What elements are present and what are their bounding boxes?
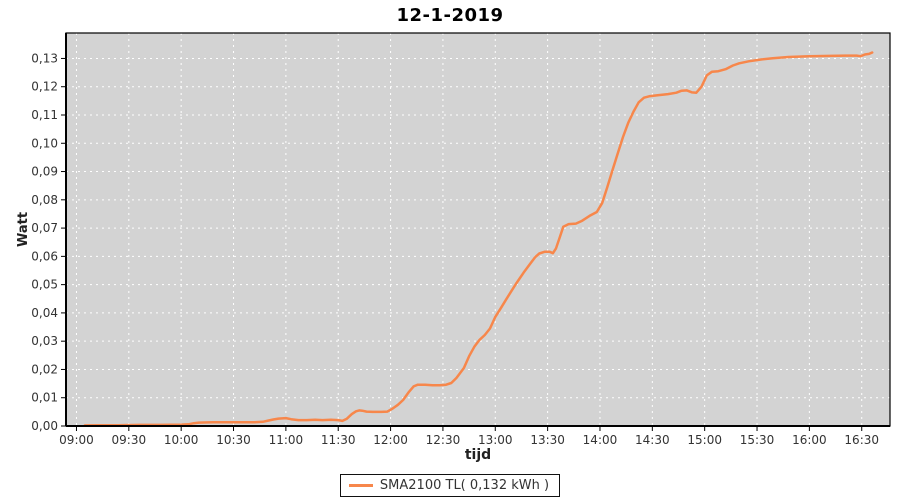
legend-box: SMA2100 TL( 0,132 kWh ) — [339, 474, 561, 497]
y-tick-label: 0,13 — [31, 51, 58, 65]
x-tick-label: 16:30 — [844, 433, 879, 447]
chart-title: 12-1-2019 — [396, 5, 504, 26]
y-axis-title-wrap: Watt — [6, 33, 41, 426]
y-tick-label: 0,10 — [31, 136, 58, 150]
x-tick-label: 13:30 — [530, 433, 565, 447]
x-tick-label: 14:00 — [583, 433, 618, 447]
x-tick-label: 13:00 — [478, 433, 513, 447]
y-tick-label: 0,06 — [31, 249, 58, 263]
y-tick-label: 0,02 — [31, 362, 58, 376]
y-tick-label: 0,11 — [31, 108, 58, 122]
x-tick-label: 16:00 — [792, 433, 827, 447]
x-tick-label: 09:30 — [112, 433, 147, 447]
y-tick-label: 0,04 — [31, 306, 58, 320]
legend-entry-label: SMA2100 TL( 0,132 kWh ) — [379, 478, 550, 493]
y-axis-title: Watt — [16, 211, 32, 248]
x-axis-title: tijd — [464, 447, 492, 463]
x-tick-label: 12:30 — [426, 433, 461, 447]
legend-row: SMA2100 TL( 0,132 kWh ) — [0, 474, 900, 497]
x-tick-label: 15:30 — [740, 433, 775, 447]
series-line — [83, 51, 874, 427]
x-tick-label: 14:30 — [635, 433, 670, 447]
legend-line-swatch — [348, 484, 373, 487]
y-tick-label: 0,00 — [31, 419, 58, 433]
y-tick-label: 0,08 — [31, 193, 58, 207]
y-tick-label: 0,07 — [31, 221, 58, 235]
y-tick-label: 0,09 — [31, 165, 58, 179]
y-tick-label: 0,03 — [31, 334, 58, 348]
x-tick-label: 09:00 — [59, 433, 94, 447]
y-tick-label: 0,01 — [31, 391, 58, 405]
x-tick-label: 10:00 — [164, 433, 199, 447]
x-tick-label: 15:00 — [687, 433, 722, 447]
x-tick-label: 11:30 — [321, 433, 356, 447]
x-tick-label: 11:00 — [269, 433, 304, 447]
plot-background — [66, 33, 890, 426]
y-tick-label: 0,12 — [31, 80, 58, 94]
x-tick-label: 10:30 — [216, 433, 251, 447]
x-tick-label: 12:00 — [373, 433, 408, 447]
y-tick-label: 0,05 — [31, 278, 58, 292]
